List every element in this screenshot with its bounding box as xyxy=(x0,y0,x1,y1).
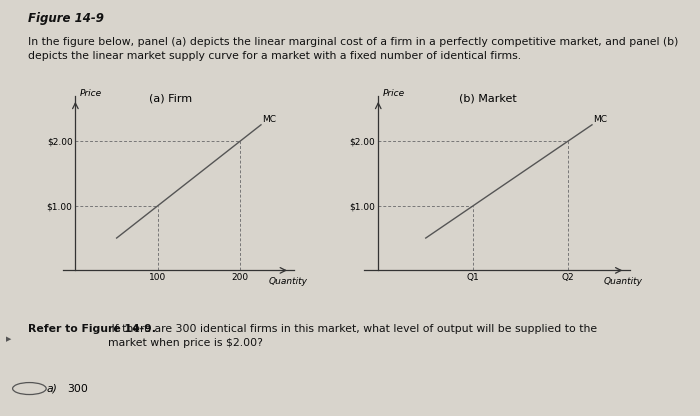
Text: Figure 14-9: Figure 14-9 xyxy=(28,12,104,25)
Text: ▶: ▶ xyxy=(6,336,11,342)
Text: Price: Price xyxy=(80,89,101,98)
Text: 300: 300 xyxy=(67,384,88,394)
Text: (a) Firm: (a) Firm xyxy=(148,94,192,104)
Text: Price: Price xyxy=(383,89,405,98)
Text: MC: MC xyxy=(262,114,276,124)
Text: Quantity: Quantity xyxy=(604,277,643,286)
Text: If there are 300 identical firms in this market, what level of output will be su: If there are 300 identical firms in this… xyxy=(108,324,598,349)
Text: (b) Market: (b) Market xyxy=(458,94,517,104)
Text: a): a) xyxy=(46,384,57,394)
Text: MC: MC xyxy=(593,114,607,124)
Text: In the figure below, panel (a) depicts the linear marginal cost of a firm in a p: In the figure below, panel (a) depicts t… xyxy=(28,37,678,62)
Text: Refer to Figure 14-9.: Refer to Figure 14-9. xyxy=(28,324,156,334)
Text: Quantity: Quantity xyxy=(269,277,308,286)
